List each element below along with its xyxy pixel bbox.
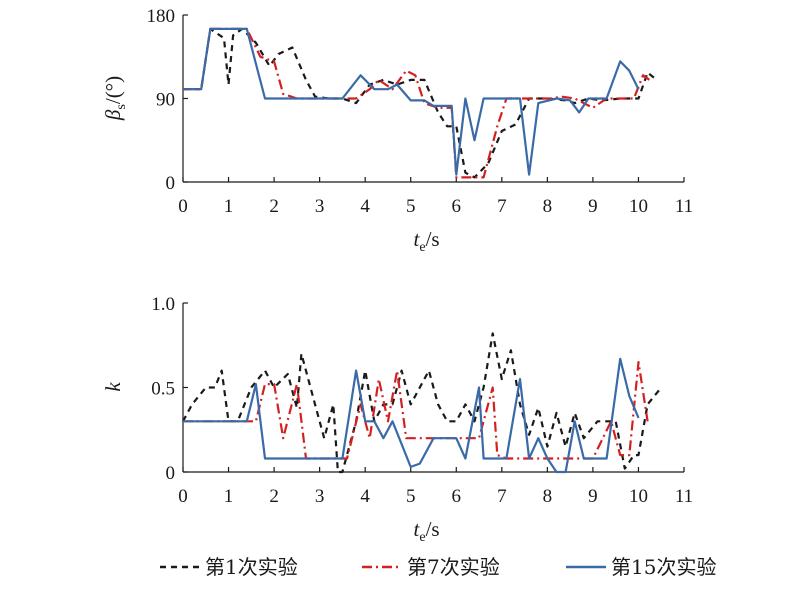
x-tick-label: 8 [543, 196, 553, 217]
x-tick-label: 4 [360, 486, 370, 507]
y-tick-label: 0 [166, 463, 176, 484]
legend-label: 第1次实验 [205, 555, 298, 579]
x-tick-label: 9 [588, 486, 598, 507]
x-tick-label: 11 [675, 196, 693, 217]
x-tick-label: 11 [675, 486, 693, 507]
x-tick-label: 1 [224, 486, 234, 507]
x-tick-label: 5 [406, 486, 416, 507]
x-tick-label: 3 [315, 196, 325, 217]
series-line-1 [182, 332, 663, 474]
series-line-3 [183, 27, 640, 176]
y-tick-label: 0 [166, 173, 176, 194]
x-tick-label: 6 [452, 196, 462, 217]
series-line-3 [183, 357, 640, 474]
chart-k: 0 1 2 3 4 5 6 7 8 9 10 11 0 0.5 1.0 te/s k [101, 294, 693, 545]
y-tick-label: 0.5 [151, 379, 175, 400]
x-tick-label: 3 [315, 486, 325, 507]
x-tick-label: 7 [497, 486, 507, 507]
x-tick-label: 9 [588, 196, 598, 217]
x-tick-label: 0 [178, 486, 188, 507]
x-tick-label: 7 [497, 196, 507, 217]
legend-label: 第7次实验 [407, 555, 500, 579]
y-tick-label: 1.0 [151, 294, 175, 315]
legend-label: 第15次实验 [611, 555, 716, 579]
y-tick-label: 180 [147, 6, 176, 27]
y-axis-label: k [101, 382, 125, 392]
series-line-2 [183, 361, 649, 460]
x-tick-label: 2 [269, 196, 279, 217]
legend: 第1次实验 第7次实验 第15次实验 [160, 555, 716, 579]
x-tick-label: 6 [452, 486, 462, 507]
x-tick-label: 10 [629, 486, 648, 507]
x-tick-label: 2 [269, 486, 279, 507]
series-line-2 [183, 27, 653, 179]
x-tick-label: 1 [224, 196, 234, 217]
x-axis-label: te/s [414, 227, 440, 255]
y-axis-label: βs/(°) [101, 76, 129, 121]
x-tick-label: 10 [629, 196, 648, 217]
x-tick-label: 0 [178, 196, 188, 217]
chart-beta-s: 0 1 2 3 4 5 6 7 8 9 10 11 0 90 180 te/s βs/(°) [101, 6, 693, 255]
x-axis-label: te/s [414, 517, 440, 545]
x-tick-label: 5 [406, 196, 416, 217]
x-tick-label: 8 [543, 486, 553, 507]
y-tick-label: 90 [156, 90, 175, 111]
x-tick-label: 4 [360, 196, 370, 217]
